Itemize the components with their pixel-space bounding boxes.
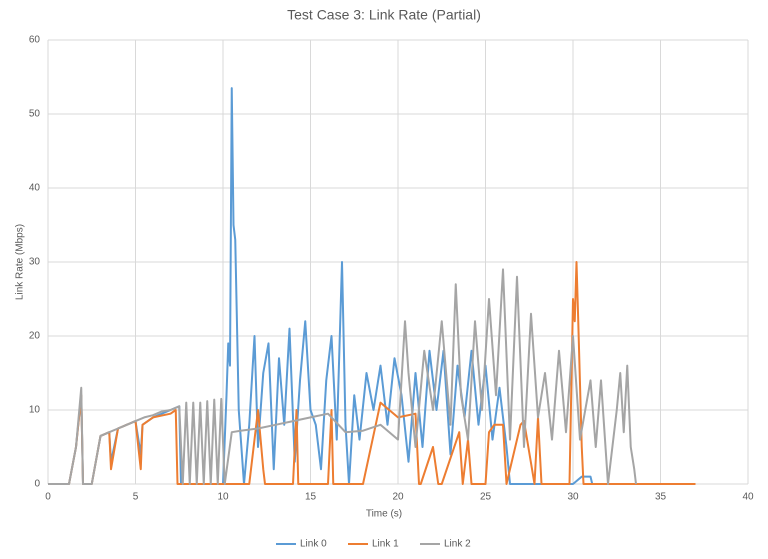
y-axis-label: Link Rate (Mbps) <box>15 224 26 300</box>
x-tick-label: 20 <box>392 492 404 503</box>
y-tick-label: 20 <box>29 331 41 342</box>
x-tick-label: 10 <box>217 492 229 503</box>
x-tick-label: 30 <box>567 492 579 503</box>
x-tick-label: 0 <box>45 492 51 503</box>
x-tick-label: 5 <box>133 492 139 503</box>
x-tick-label: 35 <box>655 492 667 503</box>
y-tick-label: 50 <box>29 109 41 120</box>
x-axis-label: Time (s) <box>366 509 402 520</box>
y-tick-label: 60 <box>29 35 41 46</box>
legend-label: Link 1 <box>372 539 399 550</box>
x-tick-label: 40 <box>742 492 754 503</box>
y-tick-label: 10 <box>29 405 41 416</box>
legend-label: Link 0 <box>300 539 327 550</box>
x-tick-label: 25 <box>480 492 492 503</box>
series-line <box>48 261 696 485</box>
legend-label: Link 2 <box>444 539 471 550</box>
y-tick-label: 40 <box>29 183 41 194</box>
y-tick-label: 30 <box>29 257 41 268</box>
series-line <box>48 268 637 485</box>
y-tick-label: 0 <box>34 479 40 490</box>
x-tick-label: 15 <box>305 492 317 503</box>
chart-title: Test Case 3: Link Rate (Partial) <box>287 7 481 23</box>
